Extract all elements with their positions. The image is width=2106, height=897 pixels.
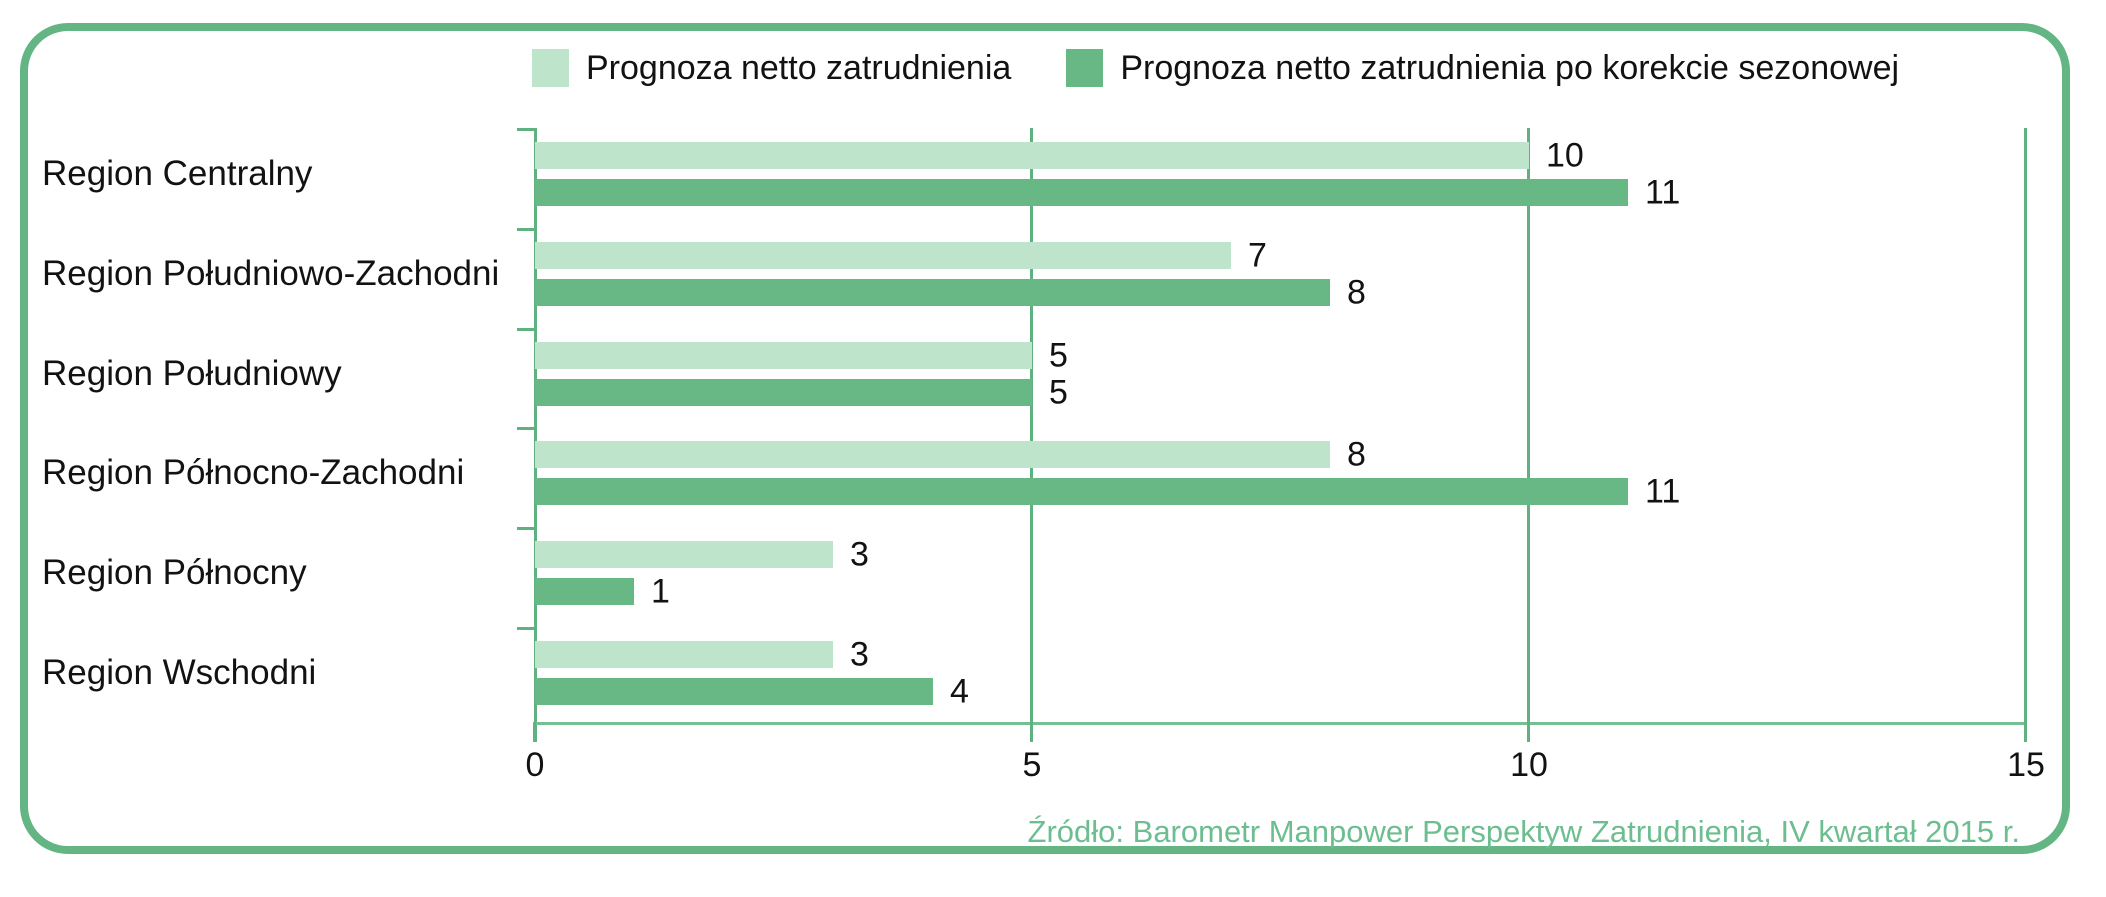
bar-value-label: 3 <box>850 635 869 673</box>
bar-value-label: 5 <box>1049 373 1068 411</box>
category-label: Region Północno-Zachodni <box>42 453 465 492</box>
category-label: Region Wschodni <box>42 653 317 692</box>
bar-net-forecast <box>535 441 1330 468</box>
x-axis-baseline <box>535 722 2027 725</box>
bar-value-label: 4 <box>950 672 969 710</box>
bar-seasonally-adjusted <box>535 279 1330 306</box>
x-axis-label: 10 <box>1510 746 1548 784</box>
x-axis-label: 15 <box>2007 746 2045 784</box>
category-label: Region Centralny <box>42 154 313 193</box>
bar-seasonally-adjusted <box>535 379 1032 406</box>
bar-net-forecast <box>535 142 1529 169</box>
x-axis-label: 0 <box>525 746 545 784</box>
category-label: Region Północny <box>42 553 307 592</box>
legend-label: Prognoza netto zatrudnienia <box>586 48 1012 87</box>
y-axis-group-tick <box>517 527 535 530</box>
bar-net-forecast <box>535 242 1231 269</box>
bar-net-forecast <box>535 541 833 568</box>
category-label: Region Południowy <box>42 354 342 393</box>
bar-value-label: 10 <box>1546 136 1584 174</box>
x-axis-tick-10 <box>1527 722 1530 742</box>
category-label: Region Południowo-Zachodni <box>42 254 500 293</box>
legend-item-seasonally-adjusted: Prognoza netto zatrudnienia po korekcie … <box>1066 49 1899 88</box>
y-axis-group-tick <box>517 427 535 430</box>
bar-value-label: 1 <box>651 572 670 610</box>
bar-seasonally-adjusted <box>535 478 1628 505</box>
legend-label: Prognoza netto zatrudnienia po korekcie … <box>1120 48 1900 87</box>
x-axis-tick-0 <box>533 722 536 742</box>
bar-value-label: 8 <box>1347 273 1366 311</box>
legend-item-net-forecast: Prognoza netto zatrudnienia <box>532 49 1011 88</box>
legend-swatch-light-icon <box>532 49 569 87</box>
chart-legend: Prognoza netto zatrudnienia Prognoza net… <box>532 48 1899 88</box>
source-note: Źródło: Barometr Manpower Perspektyw Zat… <box>1027 814 2020 849</box>
bar-value-label: 5 <box>1049 336 1068 374</box>
bar-value-label: 11 <box>1645 173 1681 211</box>
bar-value-label: 8 <box>1347 435 1366 473</box>
y-axis-group-tick <box>517 627 535 630</box>
bar-net-forecast <box>535 641 833 668</box>
bar-value-label: 7 <box>1248 236 1267 274</box>
y-axis-group-tick <box>517 328 535 331</box>
bar-net-forecast <box>535 342 1032 369</box>
y-axis-group-tick <box>517 228 535 231</box>
bar-seasonally-adjusted <box>535 578 634 605</box>
gridline-10 <box>1527 128 1530 722</box>
x-axis-tick-15 <box>2024 722 2027 742</box>
y-axis-group-tick <box>517 128 535 131</box>
x-axis-tick-5 <box>1030 722 1033 742</box>
y-axis-line <box>534 128 537 742</box>
bar-value-label: 3 <box>850 535 869 573</box>
gridline-15 <box>2024 128 2027 722</box>
gridline-5 <box>1030 128 1033 722</box>
bar-seasonally-adjusted <box>535 678 933 705</box>
bar-value-label: 11 <box>1645 472 1681 510</box>
bar-seasonally-adjusted <box>535 179 1628 206</box>
legend-swatch-dark-icon <box>1066 49 1104 87</box>
x-axis-label: 5 <box>1022 746 1042 784</box>
